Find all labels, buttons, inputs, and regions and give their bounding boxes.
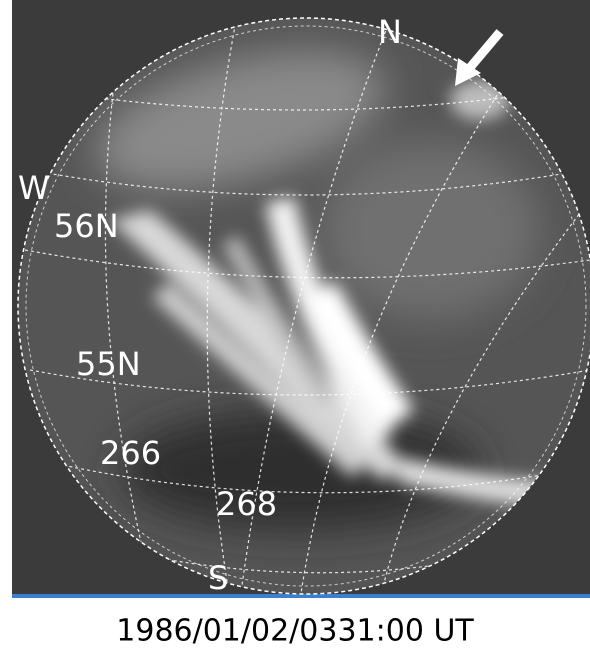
lat-label: 55N [76,345,141,383]
figure: N W S 56N 55N 266 268 1986/01/02/0331:00… [0,0,590,653]
lon-label: 266 [100,434,161,472]
west-label: W [18,169,50,207]
lat-label: 56N [54,207,119,245]
caption: 1986/01/02/0331:00 UT [116,614,474,649]
lon-label: 268 [216,485,277,523]
south-label: S [208,559,228,597]
north-label: N [378,13,402,51]
